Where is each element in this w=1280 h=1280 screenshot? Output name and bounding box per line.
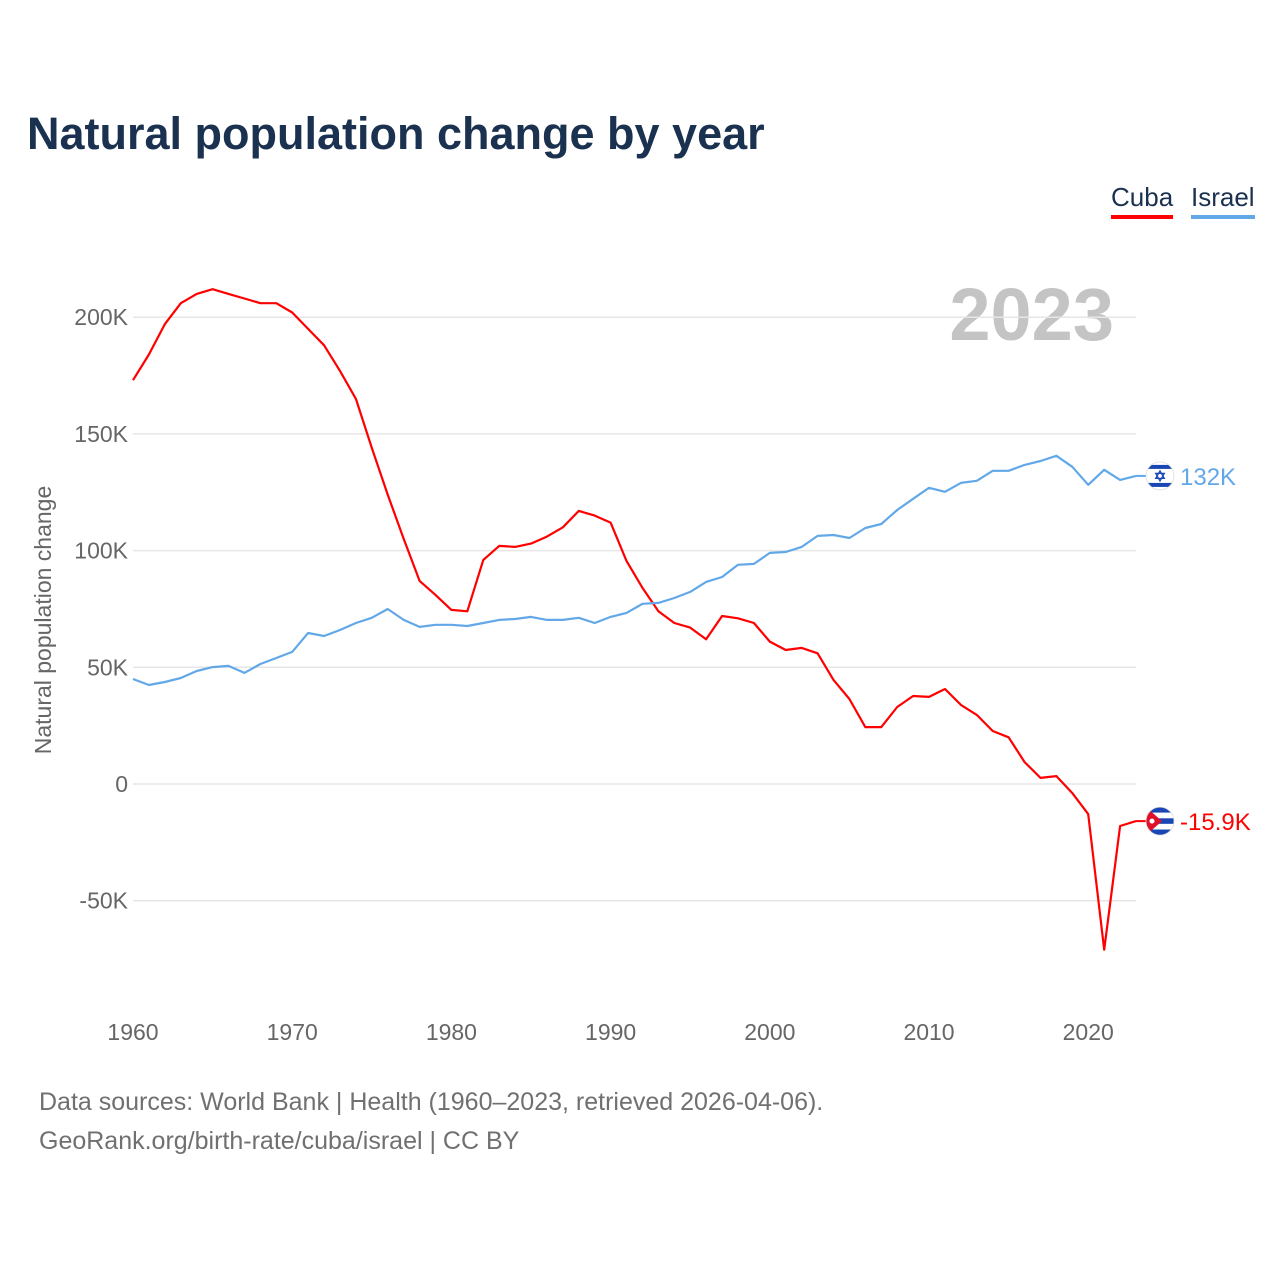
chart-title: Natural population change by year — [27, 108, 765, 159]
footer-attribution[interactable]: GeoRank.org/birth-rate/cuba/israel | CC … — [39, 1127, 520, 1155]
israel-flag-icon — [1145, 461, 1175, 491]
year-watermark: 2023 — [949, 273, 1114, 356]
y-tick-label: 50K — [87, 654, 129, 680]
end-value-label: -15.9K — [1180, 809, 1251, 836]
flag-star — [1149, 818, 1155, 824]
y-tick-label: 200K — [74, 304, 128, 330]
legend-item-israel[interactable]: Israel — [1191, 182, 1255, 219]
x-tick-label: 2000 — [744, 1019, 795, 1045]
flag-border — [1145, 806, 1175, 836]
series-line-cuba — [132, 288, 1137, 951]
flag-stripe — [1146, 807, 1174, 813]
y-tick-label: -50K — [79, 888, 128, 914]
x-tick-label: 1980 — [426, 1019, 477, 1045]
flag-body — [1146, 461, 1174, 490]
x-tick-label: 1960 — [107, 1019, 158, 1045]
line-chart: 2023 -50K 0 50K 100K 150K 200K 1960 1970 1980 19… — [30, 273, 1251, 1045]
end-value-label: 132K — [1180, 464, 1236, 491]
footer-source: Data sources: World Bank | Health (1960–… — [39, 1088, 824, 1116]
legend-item-cuba[interactable]: Cuba — [1111, 182, 1174, 219]
flag-stripe — [1146, 812, 1174, 819]
y-axis-label: Natural population change — [30, 486, 56, 755]
series-line-israel — [132, 454, 1137, 687]
x-tick-label: 1990 — [585, 1019, 636, 1045]
x-tick-label: 1970 — [267, 1019, 318, 1045]
y-tick-label: 100K — [74, 538, 128, 564]
flag-body — [1146, 807, 1174, 836]
flag-stripe — [1146, 823, 1174, 830]
flag-stripe — [1146, 829, 1174, 836]
cuba-flag-icon — [1145, 806, 1175, 836]
y-tick-label: 150K — [74, 421, 128, 447]
flag-stripe — [1146, 464, 1174, 469]
star-of-david-icon — [1154, 469, 1166, 483]
flag-stripe — [1146, 482, 1174, 487]
x-tick-label: 2020 — [1063, 1019, 1114, 1045]
x-tick-label: 2010 — [903, 1019, 954, 1045]
flag-border — [1145, 461, 1175, 491]
y-tick-label: 0 — [115, 771, 128, 797]
